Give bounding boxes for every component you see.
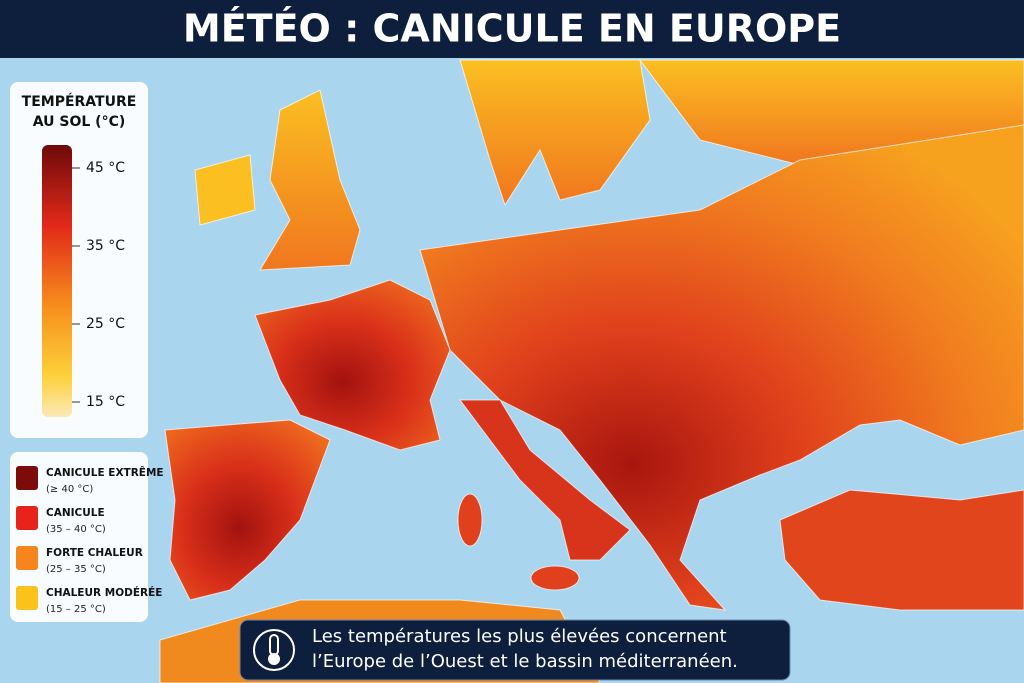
note-box xyxy=(239,619,791,681)
note-text: l’Europe de l’Ouest et le bassin méditer… xyxy=(312,651,738,672)
legend-swatch xyxy=(16,466,38,490)
legend-panel xyxy=(10,452,148,622)
legend-swatch xyxy=(16,546,38,570)
title: MÉTÉO : CANICULE EN EUROPE xyxy=(183,7,841,51)
scale-tick-label: 25 °C xyxy=(86,316,125,332)
legend-label: CANICULE EXTRÊME xyxy=(46,466,164,479)
scale-panel xyxy=(10,82,148,438)
color-scale xyxy=(42,145,72,417)
legend-swatch xyxy=(16,586,38,610)
legend-label: FORTE CHALEUR xyxy=(46,547,143,559)
legend-range: (25 – 35 °C) xyxy=(46,564,106,575)
legend-range: (35 – 40 °C) xyxy=(46,524,106,535)
legend-label: CHALEUR MODÉRÉE xyxy=(46,586,162,599)
scale-tick-label: 15 °C xyxy=(86,394,125,410)
legend-range: (≥ 40 °C) xyxy=(46,484,93,495)
scale-tick-label: 45 °C xyxy=(86,160,125,176)
legend-swatch xyxy=(16,506,38,530)
header-bar xyxy=(0,0,1024,58)
scale-title: AU SOL (°C) xyxy=(33,114,126,130)
note-text: Les températures les plus élevées concer… xyxy=(312,626,727,647)
thermometer-icon xyxy=(253,629,295,671)
scale-title: TEMPÉRATURE xyxy=(22,93,137,110)
scale-tick-label: 35 °C xyxy=(86,238,125,254)
legend-label: CANICULE xyxy=(46,507,105,519)
legend-range: (15 – 25 °C) xyxy=(46,604,106,615)
